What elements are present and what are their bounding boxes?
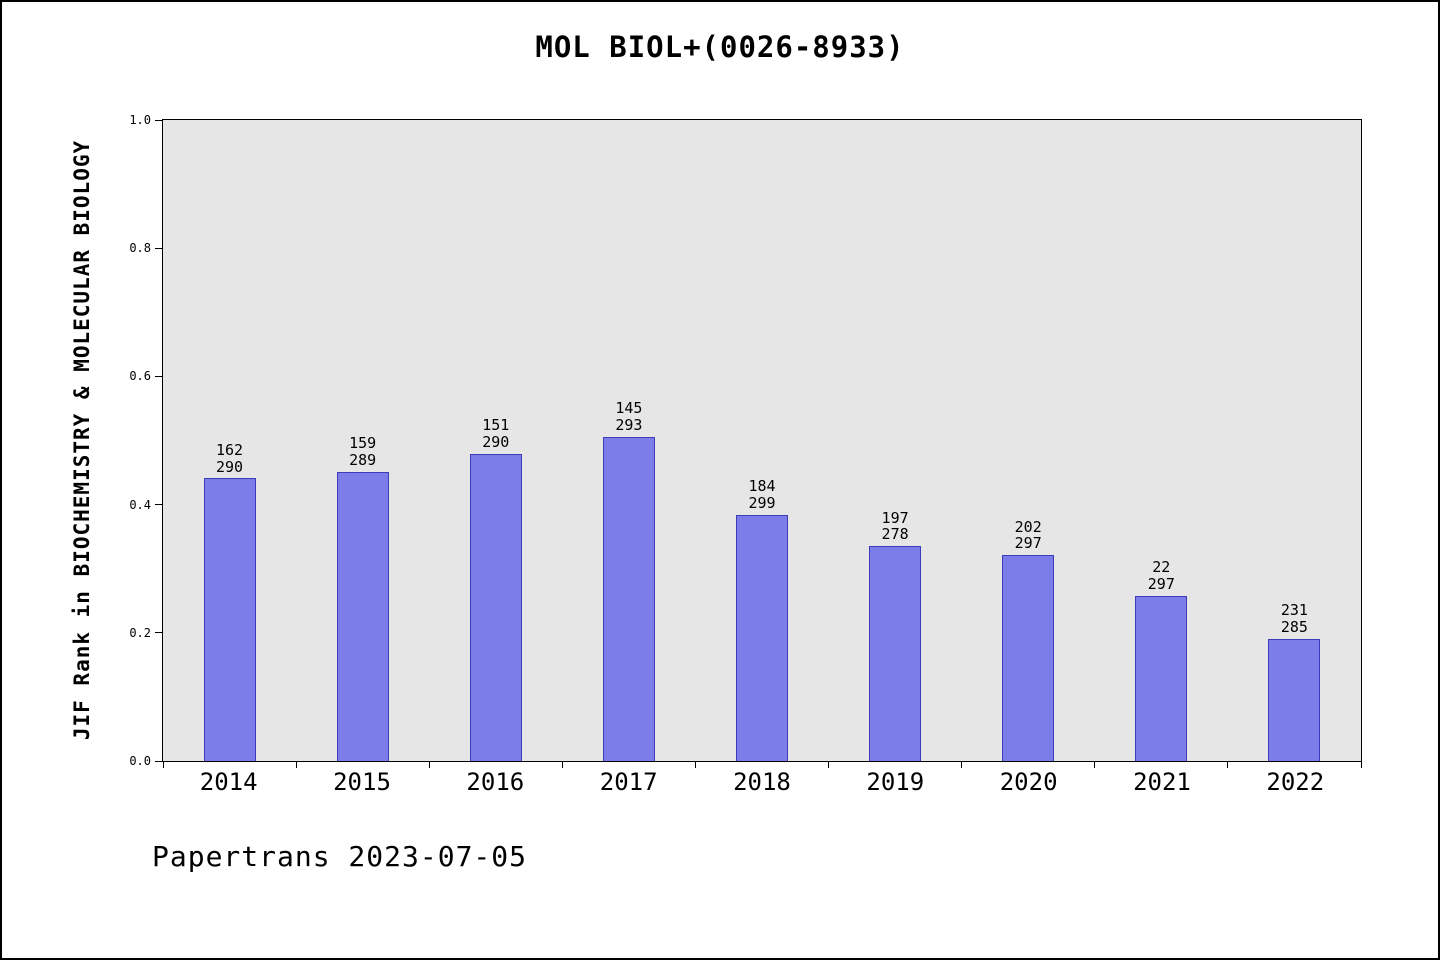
bar-2014 <box>203 478 256 761</box>
x-tick-label-2022: 2022 <box>1266 768 1325 796</box>
bar-group-2014: 162 290 <box>163 120 296 761</box>
x-tick-label-2021: 2021 <box>1133 768 1191 796</box>
y-tick-label: 0.0 <box>129 754 151 768</box>
x-tick-mark <box>961 761 963 768</box>
y-tick-0.8: 0.8 <box>129 241 163 255</box>
bar-annotation: 197 278 <box>881 508 909 544</box>
bar-group-2017: 145 293 <box>562 120 695 761</box>
bar-annotation: 202 297 <box>1014 517 1042 553</box>
y-tick-label: 0.6 <box>129 369 151 384</box>
x-tick-mark <box>428 761 430 768</box>
bar-2018 <box>735 514 788 761</box>
x-tick-mark <box>694 761 696 768</box>
x-tick-mark <box>162 761 164 768</box>
bar-2022 <box>1268 638 1321 761</box>
bar-annotation: 231 285 <box>1280 600 1308 636</box>
y-tick-0.0: 0.0 <box>129 754 163 768</box>
plot-area: 162 290 159 289 151 290 145 293 184 299 197 278 202 2… <box>129 113 1362 768</box>
bar-group-2016: 151 290 <box>429 120 562 761</box>
y-tick-label: 0.4 <box>129 497 151 512</box>
bar-group-2019: 197 278 <box>829 120 962 761</box>
bar-group-2018: 184 299 <box>695 120 828 761</box>
bars-container: 162 290 159 289 151 290 145 293 184 299 197 278 202 2… <box>163 120 1361 761</box>
bar-group-2021: 22 297 <box>1095 120 1228 761</box>
bar-2015 <box>336 471 389 761</box>
y-tick-1.0: 1.0 <box>129 113 163 127</box>
y-tick-0.2: 0.2 <box>129 626 163 640</box>
x-tick-mark <box>828 761 830 768</box>
y-tick-mark <box>155 632 163 634</box>
footer-text: Papertrans 2023-07-05 <box>152 840 528 873</box>
bar-annotation: 184 299 <box>748 477 776 513</box>
x-tick-label-2020: 2020 <box>999 768 1058 796</box>
y-tick-label: 0.8 <box>129 241 151 256</box>
y-axis-label: JIF Rank in BIOCHEMISTRY & MOLECULAR BIO… <box>70 139 94 741</box>
y-tick-mark <box>155 119 163 121</box>
bar-annotation: 162 290 <box>216 440 244 476</box>
bar-2016 <box>469 453 522 761</box>
x-tick-label-2018: 2018 <box>733 768 791 796</box>
bar-2017 <box>602 436 655 761</box>
bar-group-2020: 202 297 <box>962 120 1095 761</box>
y-tick-0.6: 0.6 <box>129 369 163 383</box>
x-tick-label-2017: 2017 <box>599 768 658 796</box>
x-tick-label-2016: 2016 <box>466 768 525 796</box>
bar-annotation: 22 297 <box>1147 558 1175 593</box>
x-tick-label-2015: 2015 <box>333 768 391 796</box>
bar-2020 <box>1002 555 1055 761</box>
bar-annotation: 145 293 <box>615 399 643 434</box>
bar-2019 <box>869 546 922 761</box>
x-tick-label-2014: 2014 <box>199 768 258 796</box>
bar-annotation: 151 290 <box>482 416 510 452</box>
y-tick-mark <box>155 375 163 377</box>
y-tick-mark <box>155 247 163 249</box>
bar-group-2015: 159 289 <box>296 120 429 761</box>
x-tick-mark <box>561 761 563 768</box>
y-tick-label: 1.0 <box>129 113 151 127</box>
bar-annotation: 159 289 <box>349 434 377 470</box>
x-tick-labels: 2014 2015 2016 2017 2018 2019 2020 2021 2022 <box>162 768 1362 796</box>
x-tick-mark <box>1227 761 1229 768</box>
y-tick-mark <box>155 504 163 506</box>
y-tick-0.4: 0.4 <box>129 498 163 512</box>
y-tick-mark <box>155 760 163 762</box>
x-tick-mark <box>1360 761 1362 768</box>
x-tick-label-2019: 2019 <box>866 768 925 796</box>
y-tick-label: 0.2 <box>129 625 151 640</box>
bar-2021 <box>1135 595 1188 761</box>
bar-group-2022: 231 285 <box>1228 120 1361 761</box>
x-tick-mark <box>1094 761 1096 768</box>
x-tick-mark <box>295 761 297 768</box>
chart-title: MOL BIOL+(0026-8933) <box>535 30 905 64</box>
